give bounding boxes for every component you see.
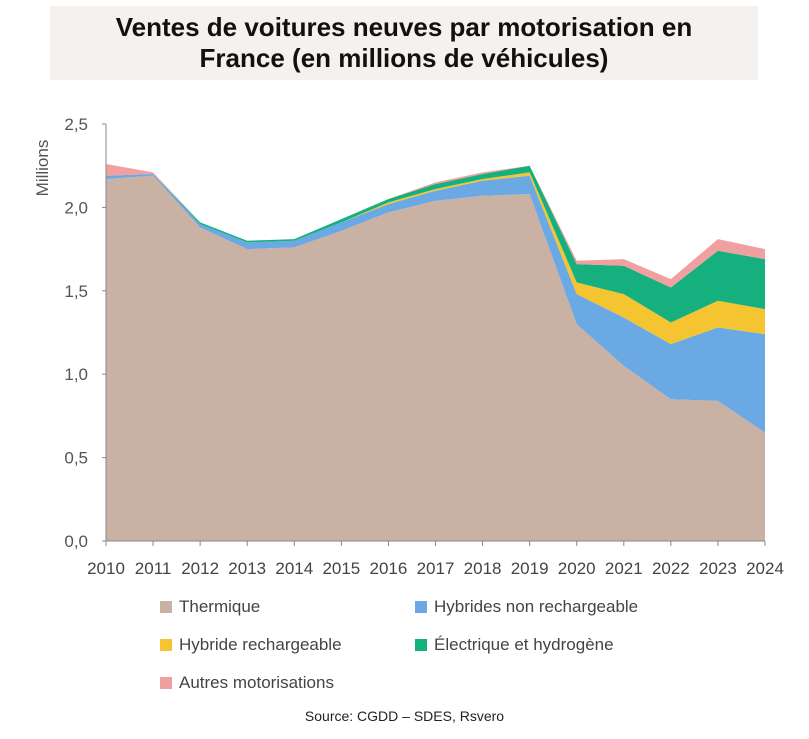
y-tick-labels: 0,0 0,5 1,0 1,5 2,0 2,5 [64,115,88,551]
x-tick-label: 2013 [228,559,266,578]
legend-label: Hybride rechargeable [179,635,342,654]
legend-swatch [415,639,427,651]
x-tick-label: 2022 [652,559,690,578]
x-tick-label: 2018 [464,559,502,578]
y-tick-label: 0,0 [64,532,88,551]
y-tick-label: 0,5 [64,449,88,468]
x-tick-label: 2023 [699,559,737,578]
x-tick-label: 2015 [322,559,360,578]
chart-title: Ventes de voitures neuves par motorisati… [115,12,693,73]
legend-label: Hybrides non rechargeable [434,597,639,616]
legend-label: Thermique [179,597,261,616]
legend-swatch [160,639,172,651]
area-1 [106,175,765,541]
axes [102,123,766,546]
chart-title-box: Ventes de voitures neuves par motorisati… [50,6,758,80]
source-note: Source: CGDD – SDES, Rsvero [304,708,505,724]
area-3 [106,172,765,345]
x-tick-labels: 2010 2011 2012 2013 2014 2015 2016 2017 2018 2019… [87,559,784,578]
legend-swatch [160,601,172,613]
legend-item: Électrique et hydrogène [415,635,614,655]
legend-label: Électrique et hydrogène [434,635,614,654]
y-tick-label: 1,0 [64,365,88,384]
y-tick-label: 1,5 [64,282,88,301]
legend-item: Hybride rechargeable [160,635,342,655]
series-areas [106,164,765,541]
y-tick-label: 2,0 [64,198,88,217]
legend-item: Thermique [160,597,260,617]
area-chart: Millions 0,0 0,5 1,0 1,5 2,0 2,5 2010 2011 2012… [33,115,784,578]
legend-item: Hybrides non rechargeable [415,597,638,617]
y-tick-label: 2,5 [64,115,88,134]
area-4 [106,165,765,323]
legend-label: Autres motorisations [179,673,334,692]
x-tick-label: 2019 [511,559,549,578]
x-tick-label: 2011 [135,559,172,578]
legend-item: Autres motorisations [160,673,334,693]
x-tick-label: 2020 [558,559,596,578]
x-tick-label: 2017 [417,559,455,578]
x-tick-label: 2021 [605,559,643,578]
x-tick-label: 2014 [275,559,313,578]
y-axis-label: Millions [33,140,52,197]
x-tick-label: 2010 [87,559,125,578]
legend-swatch [415,601,427,613]
x-tick-label: 2012 [181,559,219,578]
x-tick-label: 2016 [370,559,408,578]
x-tick-label: 2024 [746,559,784,578]
legend-swatch [160,677,172,689]
